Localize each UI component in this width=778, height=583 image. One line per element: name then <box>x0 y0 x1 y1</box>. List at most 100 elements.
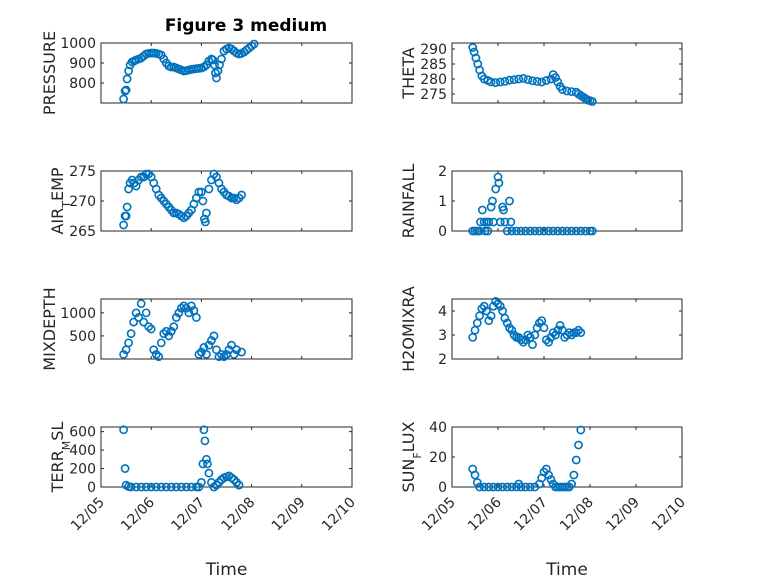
data-point <box>169 322 179 332</box>
data-point <box>546 332 556 342</box>
data-point <box>196 347 206 357</box>
data-point <box>136 299 146 309</box>
data-point <box>525 482 535 492</box>
subplot-rainfall: 0 1 2 RAINFALL <box>399 164 683 240</box>
data-point <box>166 326 176 336</box>
data-point <box>480 226 490 236</box>
data-point <box>491 78 501 87</box>
data-point <box>186 301 196 311</box>
data-point <box>479 482 489 492</box>
data-point <box>202 208 211 218</box>
data-point <box>507 482 517 492</box>
data-point <box>505 75 514 85</box>
data-point <box>161 326 171 336</box>
y-tick-label: 270 <box>69 194 96 210</box>
data-point <box>131 482 141 492</box>
data-point <box>509 330 519 340</box>
data-point <box>191 313 201 322</box>
data-point <box>181 482 191 492</box>
data-point <box>528 340 537 349</box>
data-point <box>119 94 128 104</box>
data-point <box>502 318 512 328</box>
data-point <box>134 313 144 322</box>
data-point <box>119 349 128 359</box>
data-point <box>518 74 528 83</box>
data-point <box>521 482 530 492</box>
y-tick-label: 40 <box>429 420 447 436</box>
data-point <box>505 323 514 333</box>
data-point <box>477 304 487 313</box>
data-point <box>495 217 505 227</box>
data-point <box>144 322 154 332</box>
data-point <box>500 313 510 323</box>
data-point <box>567 330 576 340</box>
data-point <box>131 308 141 318</box>
data-point <box>198 196 208 206</box>
data-point <box>219 352 229 362</box>
data-point <box>475 482 484 492</box>
data-point <box>161 482 171 492</box>
data-point <box>551 330 560 340</box>
data-point <box>122 202 132 212</box>
y-tick-label: 1 <box>438 194 447 210</box>
axes-frame <box>451 426 683 488</box>
data-point <box>587 97 597 106</box>
data-point <box>477 205 487 215</box>
axes-frame <box>100 426 353 488</box>
y-tick-label: 265 <box>69 224 96 240</box>
data-point <box>491 296 501 306</box>
data-point <box>494 178 504 188</box>
data-point <box>516 482 526 492</box>
y-tick-label: 275 <box>420 87 447 103</box>
axes-frame <box>451 42 683 104</box>
data-point <box>528 76 537 86</box>
data-point <box>521 226 530 236</box>
data-point <box>525 226 535 236</box>
y-tick-label: 280 <box>420 72 447 88</box>
data-point <box>587 226 597 236</box>
data-point <box>470 470 480 480</box>
data-point <box>555 320 565 330</box>
data-point <box>146 482 156 492</box>
data-point <box>213 66 223 76</box>
data-point <box>558 85 567 94</box>
data-point <box>227 340 236 350</box>
data-point <box>146 324 156 334</box>
data-point <box>502 482 512 492</box>
data-point <box>544 470 553 480</box>
y-tick-label: 800 <box>69 76 96 92</box>
y-tick-label: 1000 <box>60 306 96 322</box>
data-point <box>553 325 563 335</box>
data-point <box>553 77 563 87</box>
data-point <box>483 226 493 236</box>
y-tick-label: 275 <box>69 164 96 180</box>
data-point <box>166 482 176 492</box>
data-point <box>156 482 166 492</box>
data-point <box>548 328 558 337</box>
data-point <box>129 317 139 327</box>
data-point <box>234 480 244 490</box>
y-tick-label: 0 <box>438 480 447 496</box>
data-point <box>203 459 212 469</box>
data-point <box>535 318 544 328</box>
axes-frame <box>100 298 353 360</box>
data-point <box>498 482 507 492</box>
data-point <box>539 226 549 236</box>
data-point <box>119 220 128 230</box>
data-point <box>484 482 494 492</box>
data-point <box>120 464 130 473</box>
subplot-h2omixra: 2 3 4 H2OMIXRA <box>399 286 683 372</box>
data-point <box>229 349 239 359</box>
data-point <box>122 74 132 84</box>
data-point <box>207 336 216 345</box>
data-point <box>181 303 191 313</box>
data-point <box>208 55 218 65</box>
y-tick-label: 3 <box>438 328 447 344</box>
data-point <box>576 425 586 435</box>
data-point <box>493 299 503 309</box>
data-point <box>567 226 576 236</box>
data-point <box>488 196 497 206</box>
data-point <box>500 77 510 86</box>
data-point <box>505 196 514 206</box>
